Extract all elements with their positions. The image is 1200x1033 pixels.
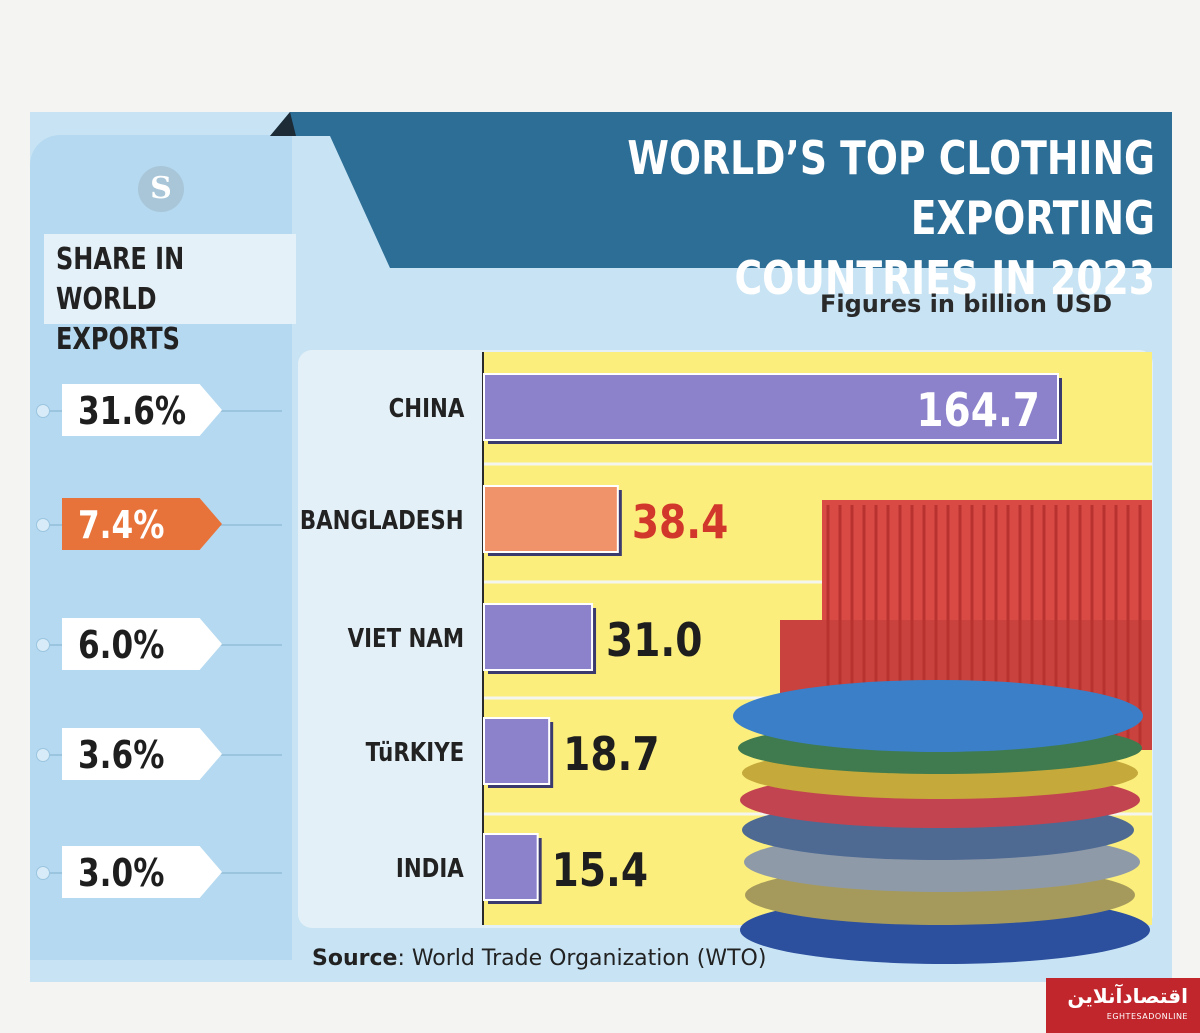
clothing-stack-illustration bbox=[733, 500, 1152, 964]
bar-value-label: 18.7 bbox=[563, 728, 659, 782]
units-label: Figures in billion USD bbox=[819, 290, 1112, 318]
bar-group: 31.0 bbox=[483, 603, 702, 674]
bar-viet-nam bbox=[483, 603, 594, 671]
title-band bbox=[270, 112, 1172, 268]
source-note: Source: World Trade Organization (WTO) bbox=[312, 946, 766, 971]
share-dot bbox=[36, 748, 50, 762]
bar-group: 15.4 bbox=[483, 833, 648, 904]
bar-china bbox=[483, 373, 1059, 441]
share-heading-box: SHARE IN WORLD EXPORTS bbox=[44, 234, 296, 357]
source-label: Source bbox=[312, 946, 398, 971]
share-dot bbox=[36, 638, 50, 652]
bar-india bbox=[483, 833, 539, 901]
share-value: 3.6% bbox=[78, 733, 165, 777]
category-label: CHINA bbox=[388, 394, 464, 424]
bar-t-rkiye bbox=[483, 717, 551, 785]
share-tag: 3.6% bbox=[62, 728, 222, 780]
bar-value-label: 31.0 bbox=[606, 614, 702, 668]
share-dot bbox=[36, 866, 50, 880]
share-tag: 6.0% bbox=[62, 618, 222, 670]
title-line-2: COUNTRIES IN 2023 bbox=[734, 251, 1155, 305]
title-line-1: WORLD’S TOP CLOTHING EXPORTING bbox=[627, 131, 1155, 245]
bar-value-label: 15.4 bbox=[552, 844, 648, 898]
bar-group: 38.4 bbox=[483, 485, 728, 556]
publisher-logo: S bbox=[138, 166, 184, 212]
watermark-text: اقتصادآنلاین bbox=[1067, 984, 1188, 1008]
source-text: : World Trade Organization (WTO) bbox=[397, 946, 767, 971]
bar-group: 18.7 bbox=[483, 717, 660, 788]
share-dot bbox=[36, 518, 50, 532]
share-tag: 31.6% bbox=[62, 384, 222, 436]
bar-value-label: 164.7 bbox=[916, 384, 1040, 438]
watermark-subtext: EGHTESADONLINE bbox=[1106, 1012, 1188, 1021]
bar-value-label: 38.4 bbox=[632, 496, 728, 550]
share-value: 7.4% bbox=[78, 503, 165, 547]
chart-title: WORLD’S TOP CLOTHING EXPORTING COUNTRIES… bbox=[483, 128, 1155, 308]
share-value: 6.0% bbox=[78, 623, 165, 667]
share-dot bbox=[36, 404, 50, 418]
category-label: BANGLADESH bbox=[300, 506, 464, 536]
watermark-badge: اقتصادآنلاین EGHTESADONLINE bbox=[1046, 978, 1200, 1033]
category-label: TüRKIYE bbox=[365, 738, 464, 768]
share-heading: SHARE IN WORLD EXPORTS bbox=[56, 242, 185, 357]
category-label: INDIA bbox=[396, 854, 464, 884]
bar-group: 164.7 bbox=[483, 373, 1062, 444]
share-tag: 7.4% bbox=[62, 498, 222, 550]
share-value: 3.0% bbox=[78, 851, 165, 895]
bar-bangladesh bbox=[483, 485, 619, 553]
share-tag: 3.0% bbox=[62, 846, 222, 898]
share-value: 31.6% bbox=[78, 389, 187, 433]
category-label: VIET NAM bbox=[347, 624, 464, 654]
